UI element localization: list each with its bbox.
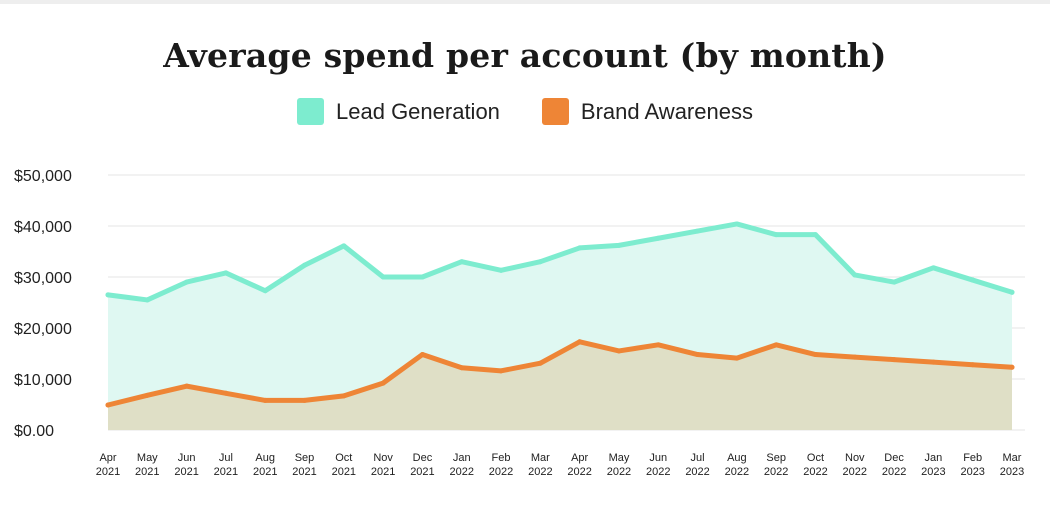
x-tick-label-18: Oct 2022 — [803, 452, 827, 478]
area-brand-awareness — [108, 341, 1012, 430]
point-lead-generation-17 — [773, 232, 779, 238]
point-lead-generation-11 — [537, 259, 543, 265]
point-brand-awareness-17 — [773, 342, 779, 348]
point-lead-generation-16 — [734, 221, 740, 227]
x-tick-label-20: Dec 2022 — [882, 452, 906, 478]
y-tick-label-1: $10,000 — [14, 372, 72, 389]
legend-label-brand-awareness: Brand Awareness — [580, 98, 753, 124]
point-brand-awareness-13 — [616, 348, 622, 354]
point-lead-generation-6 — [341, 243, 347, 249]
x-tick-label-8: Dec 2021 — [410, 452, 434, 478]
y-tick-label-4: $40,000 — [14, 219, 72, 236]
point-brand-awareness-8 — [419, 352, 425, 358]
y-tick-label-3: $30,000 — [14, 270, 72, 287]
point-lead-generation-23 — [1009, 289, 1015, 295]
x-tick-label-7: Nov 2021 — [371, 452, 395, 478]
line-brand-awareness — [105, 339, 1015, 408]
point-lead-generation-10 — [498, 267, 504, 273]
x-tick-label-1: May 2021 — [135, 452, 159, 478]
x-tick-label-22: Feb 2023 — [960, 452, 984, 478]
point-brand-awareness-3 — [223, 390, 229, 396]
y-tick-label-2: $20,000 — [14, 321, 72, 338]
point-brand-awareness-20 — [891, 357, 897, 363]
point-brand-awareness-1 — [144, 392, 150, 398]
point-brand-awareness-4 — [262, 397, 268, 403]
x-tick-label-5: Sep 2021 — [292, 452, 316, 478]
point-brand-awareness-21 — [930, 359, 936, 365]
x-tick-label-0: Apr 2021 — [96, 452, 120, 478]
legend-item-lead-generation[interactable]: Lead Generation — [297, 98, 500, 125]
point-lead-generation-14 — [655, 235, 661, 241]
x-tick-label-21: Jan 2023 — [921, 452, 945, 478]
point-lead-generation-18 — [812, 232, 818, 238]
x-tick-label-19: Nov 2022 — [843, 452, 867, 478]
point-brand-awareness-0 — [105, 402, 111, 408]
point-brand-awareness-12 — [577, 339, 583, 345]
x-tick-label-2: Jun 2021 — [174, 452, 198, 478]
point-brand-awareness-23 — [1009, 364, 1015, 370]
legend-item-brand-awareness[interactable]: Brand Awareness — [541, 98, 753, 125]
point-lead-generation-2 — [184, 279, 190, 285]
point-lead-generation-13 — [616, 242, 622, 248]
point-brand-awareness-7 — [380, 380, 386, 386]
x-tick-label-12: Apr 2022 — [567, 452, 591, 478]
point-brand-awareness-9 — [459, 365, 465, 371]
x-tick-label-9: Jan 2022 — [449, 452, 473, 478]
point-lead-generation-22 — [970, 277, 976, 283]
point-brand-awareness-18 — [812, 352, 818, 358]
point-brand-awareness-6 — [341, 393, 347, 399]
point-brand-awareness-10 — [498, 368, 504, 374]
point-lead-generation-4 — [262, 288, 268, 294]
point-lead-generation-7 — [380, 274, 386, 280]
legend-swatch-brand-awareness — [541, 98, 569, 125]
x-tick-label-16: Aug 2022 — [725, 452, 749, 478]
point-lead-generation-0 — [105, 292, 111, 298]
point-brand-awareness-5 — [302, 397, 308, 403]
y-tick-label-0: $0.00 — [14, 423, 54, 440]
point-lead-generation-1 — [144, 297, 150, 303]
point-lead-generation-21 — [930, 265, 936, 271]
point-brand-awareness-16 — [734, 355, 740, 361]
x-tick-label-11: Mar 2022 — [528, 452, 552, 478]
y-tick-label-5: $50,000 — [14, 168, 72, 185]
point-lead-generation-15 — [695, 228, 701, 234]
point-brand-awareness-19 — [852, 354, 858, 360]
x-tick-label-3: Jul 2021 — [214, 452, 238, 478]
point-brand-awareness-22 — [970, 362, 976, 368]
x-tick-label-4: Aug 2021 — [253, 452, 277, 478]
point-lead-generation-5 — [302, 262, 308, 268]
point-brand-awareness-15 — [695, 352, 701, 358]
point-lead-generation-20 — [891, 279, 897, 285]
point-lead-generation-19 — [852, 272, 858, 278]
x-tick-label-6: Oct 2021 — [332, 452, 356, 478]
line-lead-generation — [105, 221, 1015, 303]
legend-label-lead-generation: Lead Generation — [336, 98, 500, 124]
x-tick-label-10: Feb 2022 — [489, 452, 513, 478]
point-brand-awareness-2 — [184, 383, 190, 389]
point-lead-generation-12 — [577, 245, 583, 251]
point-brand-awareness-14 — [655, 342, 661, 348]
legend-swatch-lead-generation — [297, 98, 325, 125]
chart-legend: Lead Generation Brand Awareness — [0, 98, 1050, 125]
x-tick-label-13: May 2022 — [607, 452, 631, 478]
top-border — [0, 0, 1050, 4]
chart-title: Average spend per account (by month) — [163, 36, 887, 75]
x-tick-label-14: Jun 2022 — [646, 452, 670, 478]
x-tick-label-15: Jul 2022 — [685, 452, 709, 478]
point-lead-generation-9 — [459, 259, 465, 265]
point-brand-awareness-11 — [537, 360, 543, 366]
point-lead-generation-3 — [223, 270, 229, 276]
x-tick-label-17: Sep 2022 — [764, 452, 788, 478]
point-lead-generation-8 — [419, 274, 425, 280]
x-tick-label-23: Mar 2023 — [1000, 452, 1024, 478]
